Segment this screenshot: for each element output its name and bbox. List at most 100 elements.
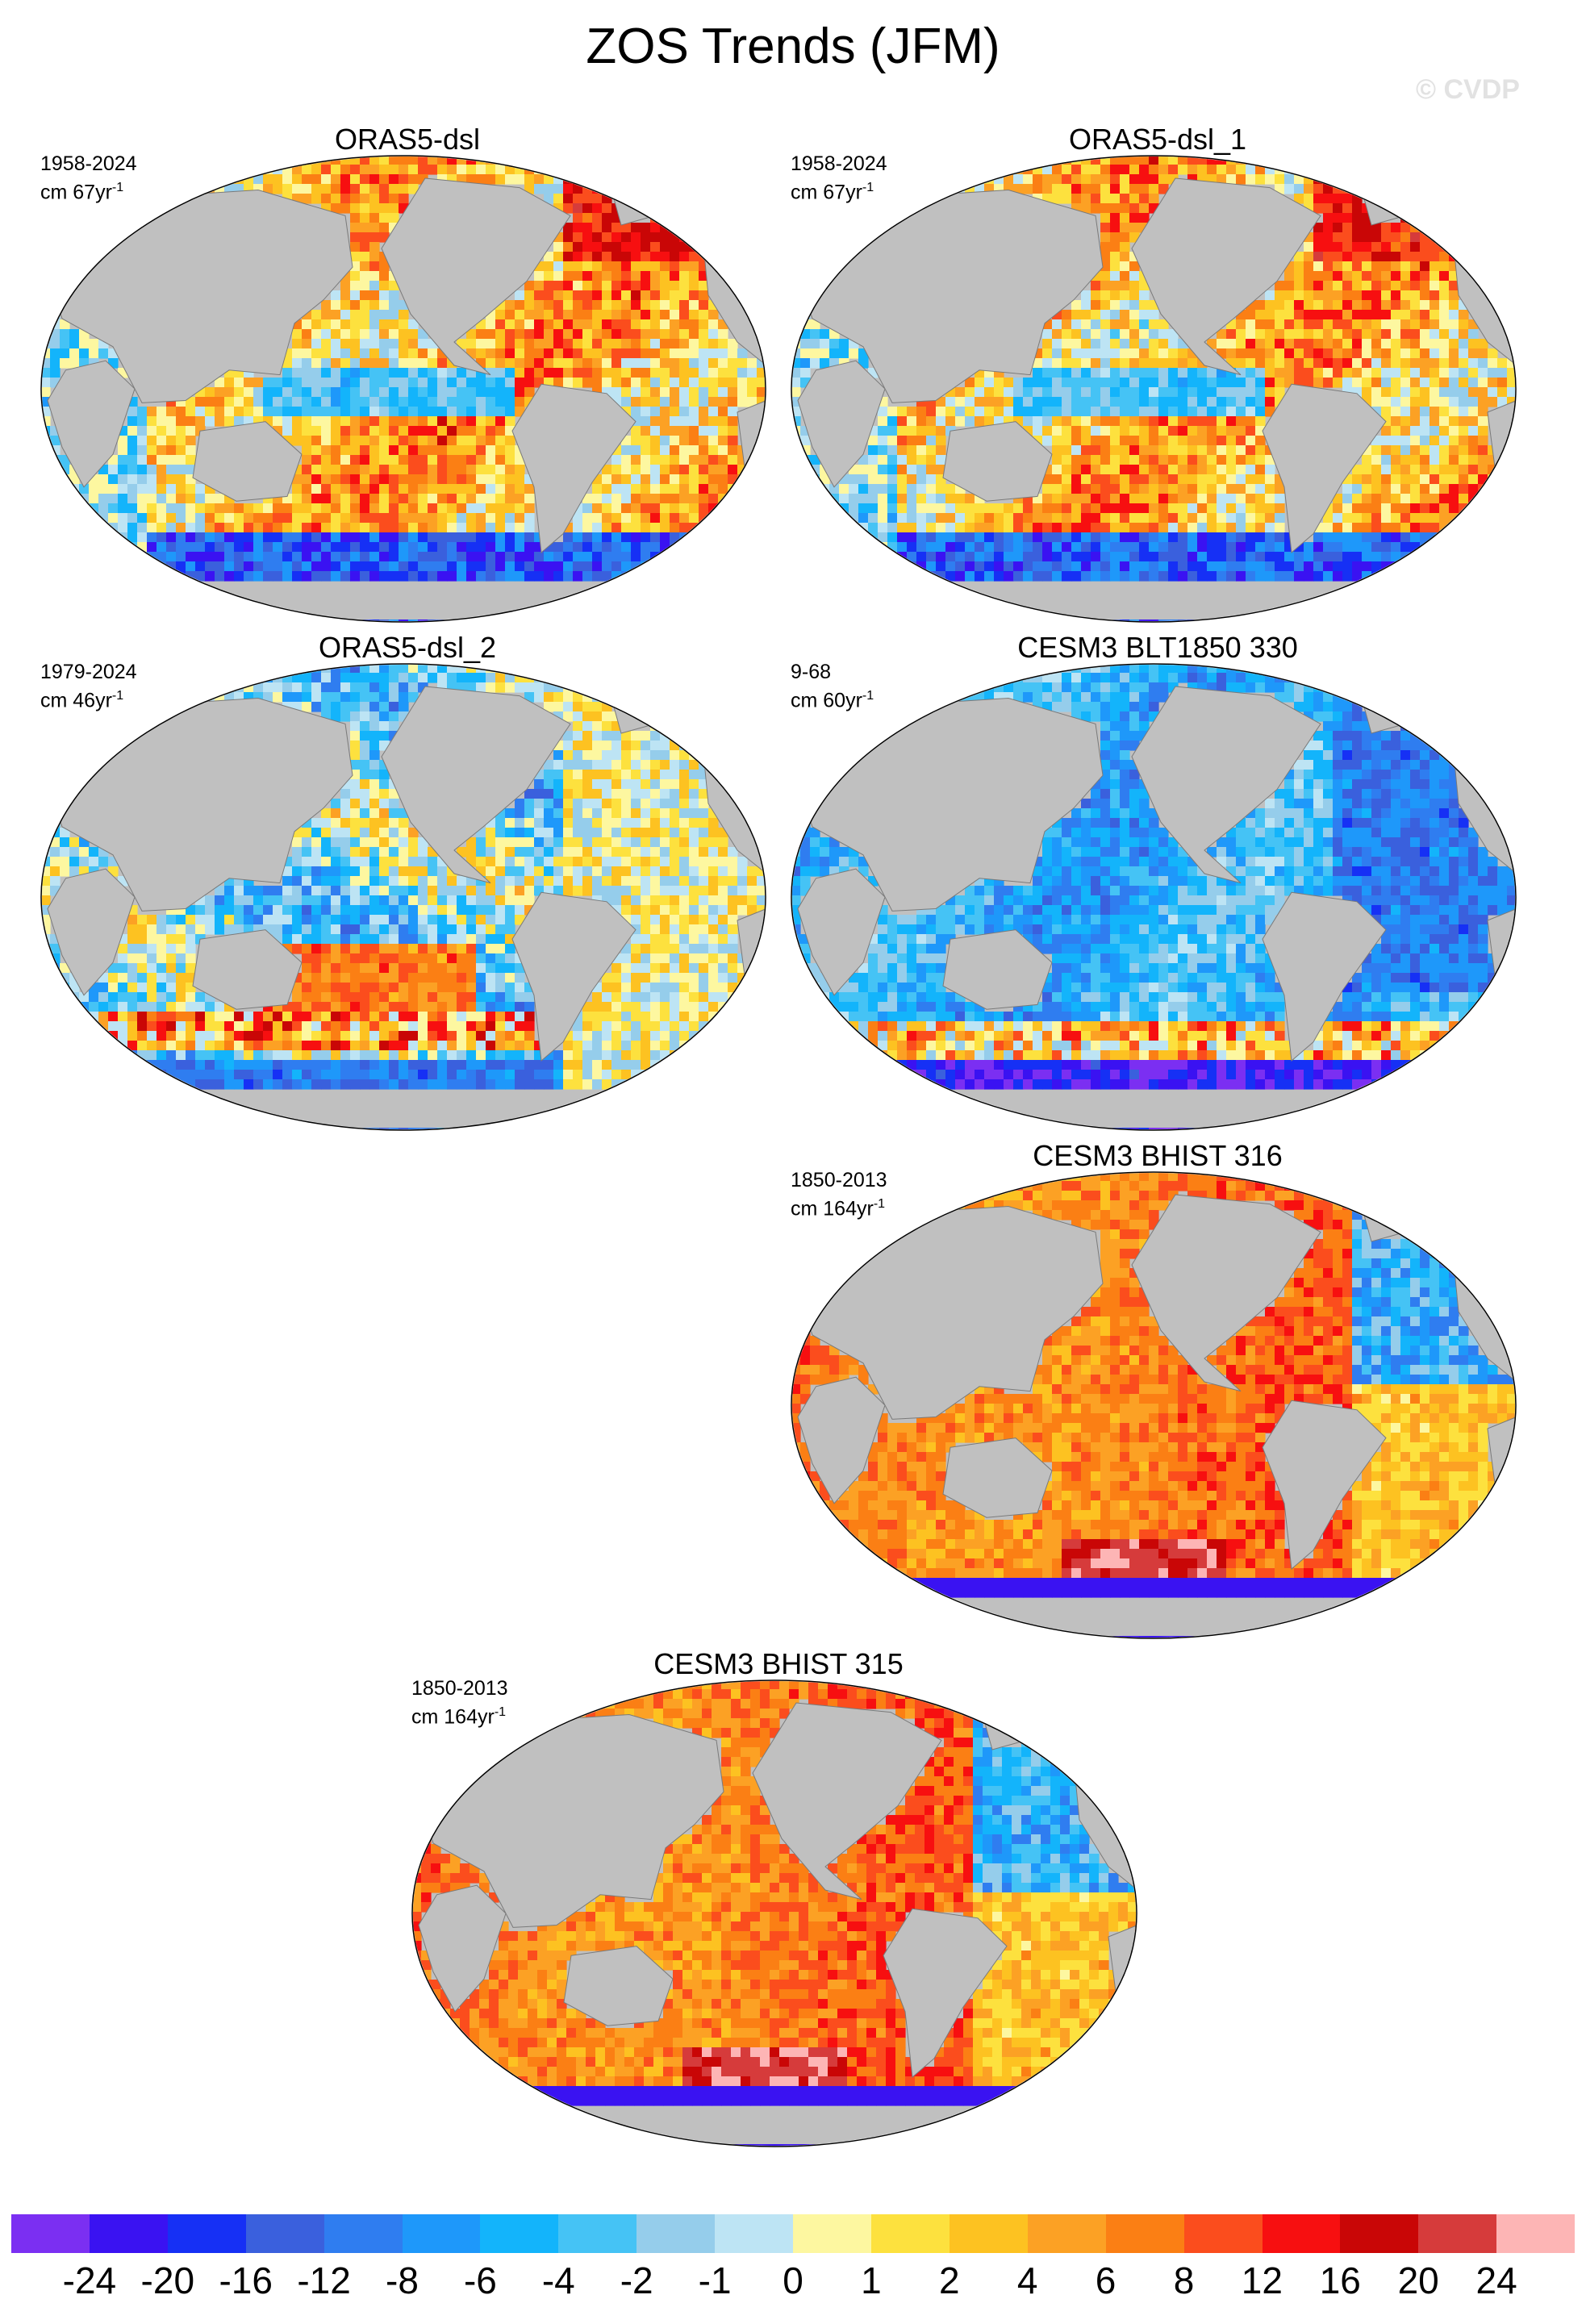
ocean-cell: [495, 552, 506, 562]
ocean-cell: [486, 857, 496, 867]
ocean-cell: [1352, 310, 1363, 320]
ocean-cell: [292, 378, 303, 388]
ocean-cell: [1217, 397, 1227, 407]
ocean-cell: [476, 165, 486, 175]
ocean-cell: [1246, 165, 1256, 175]
ocean-cell: [1042, 174, 1053, 185]
ocean-cell: [907, 455, 917, 465]
ocean-cell: [534, 368, 545, 378]
ocean-cell: [650, 789, 661, 799]
ocean-cell: [195, 523, 206, 533]
ocean-cell: [350, 348, 361, 359]
ocean-cell: [1381, 484, 1392, 494]
ocean-cell: [418, 156, 428, 165]
ocean-cell: [936, 561, 946, 572]
ocean-cell: [1371, 242, 1382, 252]
ocean-cell: [1091, 290, 1101, 301]
ocean-cell: [1246, 552, 1256, 562]
ocean-cell: [679, 934, 690, 945]
ocean-cell: [408, 665, 419, 674]
ocean-cell: [195, 915, 206, 925]
ocean-cell: [379, 223, 390, 233]
ocean-cell: [389, 828, 399, 838]
ocean-cell: [369, 789, 380, 799]
ocean-cell: [389, 944, 399, 954]
ocean-cell: [282, 692, 293, 703]
ocean-cell: [984, 532, 995, 543]
ocean-cell: [224, 407, 235, 417]
ocean-cell: [582, 339, 593, 349]
ocean-cell: [505, 368, 515, 378]
ocean-cell: [253, 673, 264, 683]
ocean-cell: [887, 532, 898, 543]
ocean-cell: [1391, 542, 1401, 553]
ocean-cell: [1362, 348, 1372, 359]
ocean-cell: [1371, 271, 1382, 282]
ocean-cell: [524, 571, 535, 582]
ocean-cell: [1420, 465, 1430, 475]
ocean-cell: [195, 692, 206, 703]
ocean-cell: [1129, 194, 1140, 204]
ocean-cell: [1052, 416, 1062, 427]
ocean-cell: [340, 886, 351, 896]
ocean-cell: [1400, 310, 1411, 320]
ocean-cell: [428, 895, 438, 906]
ocean-cell: [379, 261, 390, 272]
ocean-cell: [1236, 368, 1246, 378]
ocean-cell: [263, 552, 273, 562]
ocean-cell: [42, 857, 51, 867]
ocean-cell: [437, 165, 448, 175]
ocean-cell: [573, 271, 583, 282]
ocean-cell: [1100, 174, 1111, 185]
ocean-cell: [1081, 174, 1091, 185]
ocean-cell: [994, 407, 1004, 417]
ocean-cell: [1207, 532, 1217, 543]
ocean-cell: [563, 223, 574, 233]
ocean-cell: [670, 828, 680, 838]
ocean-cell: [379, 213, 390, 223]
ocean-cell: [1410, 319, 1421, 330]
ocean-cell: [936, 523, 946, 533]
ocean-cell: [302, 934, 312, 945]
ocean-cell: [505, 828, 515, 838]
continent: [797, 189, 1104, 403]
ocean-cell: [321, 319, 332, 330]
ocean-cell: [360, 692, 370, 703]
ocean-cell: [1236, 339, 1246, 349]
ocean-cell: [728, 416, 738, 427]
ocean-cell: [592, 494, 603, 504]
ocean-cell: [408, 837, 419, 848]
ocean-cell: [1313, 542, 1324, 553]
ocean-cell: [369, 445, 380, 456]
ocean-cell: [505, 174, 515, 185]
ocean-cell: [331, 818, 341, 828]
ocean-cell: [399, 895, 409, 906]
ocean-cell: [389, 682, 399, 693]
ocean-cell: [718, 339, 728, 349]
ocean-cell: [1371, 542, 1382, 553]
ocean-cell: [1052, 184, 1062, 194]
ocean-cell: [1323, 571, 1333, 582]
ocean-cell: [1158, 184, 1169, 194]
ocean-cell: [437, 542, 448, 553]
ocean-cell: [1333, 290, 1343, 301]
ocean-cell: [936, 532, 946, 543]
ocean-cell: [340, 837, 351, 848]
ocean-cell: [1323, 184, 1333, 194]
ocean-cell: [399, 436, 409, 446]
ocean-cell: [1217, 484, 1227, 494]
ocean-cell: [1313, 271, 1324, 282]
ocean-cell: [495, 828, 506, 838]
ocean-cell: [544, 779, 554, 790]
ocean-cell: [994, 561, 1004, 572]
ocean-cell: [1149, 339, 1159, 349]
ocean-cell: [331, 837, 341, 848]
ocean-cell: [505, 416, 515, 427]
ocean-cell: [573, 368, 583, 378]
ocean-cell: [176, 474, 186, 485]
ocean-cell: [1449, 484, 1459, 494]
ocean-cell: [1168, 484, 1179, 494]
ocean-cell: [1468, 358, 1479, 369]
figure-title: ZOS Trends (JFM): [586, 19, 1000, 74]
ocean-cell: [515, 847, 525, 857]
